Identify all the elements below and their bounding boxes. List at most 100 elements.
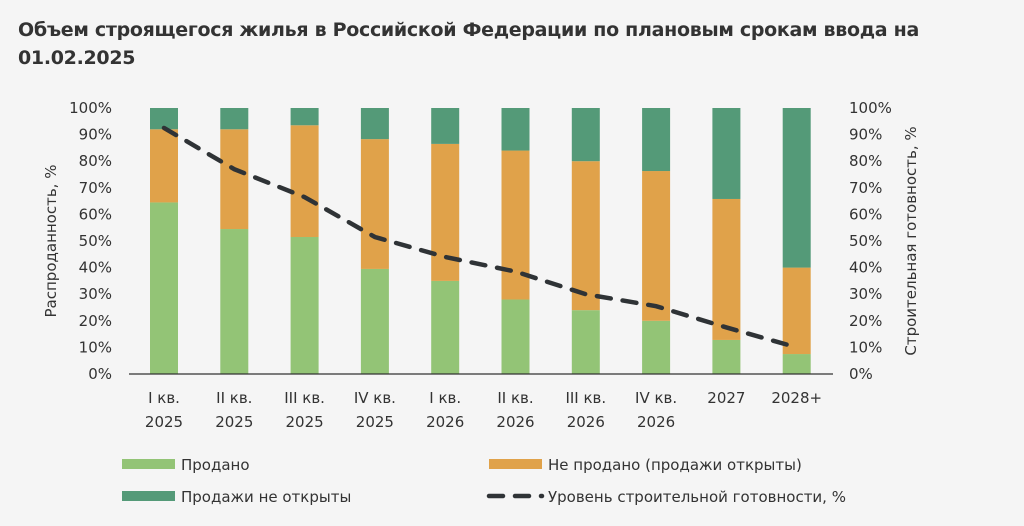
chart-title: Объем строящегося жилья в Российской Фед… [18, 19, 919, 69]
y2-tick-label: 90% [849, 126, 882, 144]
bar-sales-not-open [220, 108, 249, 130]
bar-sales-not-open [431, 108, 460, 144]
legend-label-sales-not-open: Продажи не открыты [181, 488, 351, 506]
bar-stack [782, 108, 811, 374]
bar-stack [712, 108, 741, 374]
y2-tick-label: 10% [849, 338, 882, 356]
bar-sold [642, 320, 671, 374]
x-tick-label: 2025 [286, 413, 324, 431]
x-tick-label: 2026 [426, 413, 464, 431]
x-tick-label: 2026 [496, 413, 534, 431]
y2-tick-label: 60% [849, 205, 882, 223]
x-tick-label: II кв. [216, 389, 252, 407]
x-tick-label: 2026 [567, 413, 605, 431]
right-axis-ticks: 0% 10% 20% 30% 40% 50% 60% 70% 80% 90% 100% [849, 99, 892, 383]
y2-tick-label: 80% [849, 152, 882, 170]
bar-sold [712, 339, 741, 374]
x-tick-label: I кв. [429, 389, 461, 407]
bar-stack [642, 108, 671, 374]
bar-sales-not-open [290, 108, 319, 126]
legend-label-sold: Продано [181, 456, 250, 474]
bar-unsold-open [501, 150, 530, 300]
bar-unsold-open [712, 198, 741, 340]
y-tick-label: 30% [79, 285, 112, 303]
bar-unsold-open [782, 267, 811, 355]
bar-sold [290, 237, 319, 374]
bar-sold [501, 299, 530, 374]
bar-unsold-open [220, 129, 249, 230]
x-tick-label: II кв. [497, 389, 533, 407]
x-tick-label: 2025 [215, 413, 253, 431]
construction-readiness-line [161, 125, 799, 350]
y2-tick-label: 40% [849, 259, 882, 277]
y-tick-label: 0% [88, 365, 112, 383]
bar-sales-not-open [360, 108, 389, 140]
legend-label-readiness: Уровень строительной готовности, % [548, 488, 846, 506]
bar-stack [571, 108, 600, 374]
y-tick-label: 90% [79, 126, 112, 144]
bar-stack [501, 108, 530, 374]
bars-group [150, 108, 811, 374]
legend-item-sales-not-open[interactable]: Продажи не открыты [122, 488, 351, 506]
x-tick-label: 2028+ [771, 389, 822, 407]
legend-swatch-unsold-open [489, 459, 542, 469]
y2-tick-label: 100% [849, 99, 892, 117]
bar-unsold-open [642, 171, 671, 321]
y2-tick-label: 50% [849, 232, 882, 250]
y-tick-label: 40% [79, 259, 112, 277]
bar-sold [782, 354, 811, 374]
legend-label-unsold-open: Не продано (продажи открыты) [548, 456, 802, 474]
bar-stack [360, 108, 389, 374]
y-tick-label: 50% [79, 232, 112, 250]
x-tick-label: IV кв. [635, 389, 677, 407]
y2-tick-label: 20% [849, 312, 882, 330]
y2-tick-label: 30% [849, 285, 882, 303]
y2-axis-label: Строительная готовность, % [902, 126, 920, 355]
bar-sales-not-open [150, 108, 178, 130]
x-tick-label: III кв. [284, 389, 325, 407]
x-tick-label: 2025 [145, 413, 183, 431]
bar-stack [150, 108, 178, 374]
bar-unsold-open [150, 129, 178, 203]
y-tick-label: 80% [79, 152, 112, 170]
legend-item-readiness[interactable]: Уровень строительной готовности, % [486, 488, 846, 506]
bar-sales-not-open [571, 108, 600, 162]
bar-sold [360, 268, 389, 374]
bar-sold [571, 310, 600, 374]
y2-tick-label: 70% [849, 179, 882, 197]
x-tick-label: 2025 [356, 413, 394, 431]
x-tick-label: I кв. [148, 389, 180, 407]
bar-sold [220, 229, 249, 374]
left-axis-ticks: 0% 10% 20% 30% 40% 50% 60% 70% 80% 90% 100% [69, 99, 112, 383]
bar-sold [431, 280, 460, 374]
x-tick-label: 2027 [707, 389, 745, 407]
bar-sales-not-open [501, 108, 530, 151]
bar-stack [290, 108, 319, 374]
legend-item-sold[interactable]: Продано [122, 456, 250, 474]
bar-sales-not-open [642, 108, 671, 172]
y-tick-label: 100% [69, 99, 112, 117]
bar-unsold-open [290, 125, 319, 238]
y-tick-label: 20% [79, 312, 112, 330]
x-tick-label: 2026 [637, 413, 675, 431]
bar-unsold-open [360, 139, 389, 269]
bar-stack [220, 108, 249, 374]
y-axis-label: Распроданность, % [42, 165, 60, 318]
bar-unsold-open [571, 161, 600, 311]
bar-stack [431, 108, 460, 374]
x-tick-label: III кв. [565, 389, 606, 407]
bar-sales-not-open [782, 108, 811, 268]
y-tick-label: 10% [79, 338, 112, 356]
y2-tick-label: 0% [849, 365, 873, 383]
bar-sales-not-open [712, 108, 741, 199]
x-axis-labels: I кв. 2025 II кв. 2025 III кв. 2025 IV кв. 2025… [145, 389, 822, 431]
legend: Продано Не продано (продажи открыты) Про… [122, 456, 846, 506]
y-tick-label: 70% [79, 179, 112, 197]
bar-sold [150, 202, 178, 374]
legend-swatch-sales-not-open [122, 491, 175, 501]
y-tick-label: 60% [79, 205, 112, 223]
legend-item-unsold-open[interactable]: Не продано (продажи открыты) [489, 456, 802, 474]
legend-swatch-sold [122, 459, 175, 469]
x-tick-label: IV кв. [354, 389, 396, 407]
